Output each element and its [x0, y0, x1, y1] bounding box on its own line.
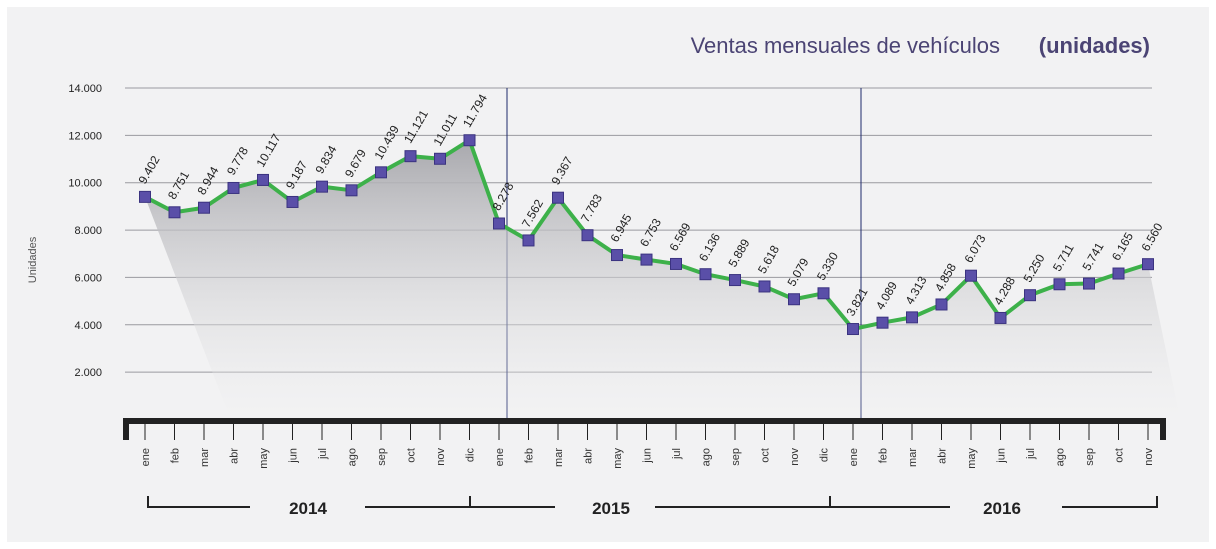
x-tick-label: abr	[583, 448, 595, 464]
x-tick-label: sep	[376, 448, 388, 466]
x-tick-label: jun	[642, 448, 654, 464]
marker	[670, 257, 682, 270]
x-tick-label: nov	[435, 448, 447, 466]
y-tick-label: 6.000	[74, 272, 102, 284]
marker	[345, 184, 358, 197]
x-tick-label: ago	[347, 448, 359, 466]
marker	[139, 190, 151, 203]
x-tick-label: ene	[140, 448, 152, 466]
x-tick-label: abr	[937, 448, 949, 464]
x-axis	[123, 418, 1166, 424]
x-tick-label: feb	[524, 448, 536, 463]
x-tick-label: ene	[848, 448, 860, 466]
marker	[522, 234, 535, 247]
marker	[404, 150, 417, 163]
x-tick-label: may	[258, 448, 270, 469]
marker	[316, 180, 328, 193]
marker	[876, 316, 889, 329]
marker	[198, 201, 210, 214]
x-tick-label: jul	[317, 448, 329, 460]
x-tick-label: nov	[1143, 448, 1155, 466]
x-tick-label: nov	[789, 448, 801, 466]
y-tick-label: 8.000	[74, 225, 102, 237]
marker	[286, 195, 299, 208]
marker	[493, 217, 505, 230]
y-tick-label: 14.000	[68, 83, 102, 95]
x-tick-label: oct	[1114, 448, 1126, 463]
marker	[257, 173, 269, 186]
year-label: 2015	[592, 499, 630, 518]
year-brackets	[147, 496, 1158, 508]
x-tick-label: oct	[760, 448, 772, 463]
area-shadow	[145, 140, 1180, 418]
chart-title-unit: (unidades)	[1039, 33, 1150, 58]
marker	[1053, 278, 1066, 291]
marker	[552, 191, 564, 204]
marker	[227, 181, 240, 194]
axis-cap	[1160, 418, 1166, 440]
y-tick-label: 10.000	[68, 178, 102, 190]
x-tick-label: feb	[170, 448, 182, 463]
marker	[729, 274, 741, 287]
marker	[168, 206, 181, 219]
chart-title: Ventas mensuales de vehículos	[691, 33, 1000, 58]
marker	[1112, 267, 1125, 280]
marker	[758, 280, 771, 293]
marker	[1142, 258, 1154, 271]
x-tick-label: dic	[819, 448, 831, 463]
x-tick-label: ago	[1055, 448, 1067, 466]
x-tick-label: oct	[406, 448, 418, 463]
marker	[1024, 289, 1036, 302]
x-tick-label: jun	[996, 448, 1008, 464]
x-tick-label: dic	[465, 448, 477, 463]
marker	[994, 311, 1007, 324]
y-tick-label: 2.000	[74, 367, 102, 379]
x-tick-label: abr	[229, 448, 241, 464]
x-tick-label: ago	[701, 448, 713, 466]
y-tick-label: 12.000	[68, 130, 102, 142]
x-tick-label: may	[612, 448, 624, 469]
x-tick-label: mar	[553, 448, 565, 467]
x-tick-label: mar	[199, 448, 211, 467]
x-tick-label: mar	[907, 448, 919, 467]
marker	[611, 249, 623, 262]
marker	[375, 166, 387, 179]
x-tick-label: may	[966, 448, 978, 469]
marker	[581, 229, 594, 242]
x-tick-label: jul	[671, 448, 683, 460]
marker	[906, 311, 918, 324]
marker	[847, 323, 859, 336]
x-tick-label: feb	[878, 448, 890, 463]
year-label: 2016	[983, 499, 1021, 518]
axis-cap	[123, 418, 129, 440]
marker	[1083, 277, 1095, 290]
marker	[434, 152, 446, 165]
marker	[699, 268, 712, 281]
marker	[640, 253, 653, 266]
year-label: 2014	[289, 499, 327, 518]
marker	[935, 298, 948, 311]
marker	[463, 134, 476, 147]
y-axis-label: Unidades	[27, 236, 39, 283]
x-tick-label: jun	[288, 448, 300, 464]
y-tick-label: 4.000	[74, 320, 102, 332]
marker	[965, 269, 977, 282]
x-tick-label: ene	[494, 448, 506, 466]
x-tick-label: sep	[1084, 448, 1096, 466]
marker	[788, 293, 800, 306]
x-tick-label: sep	[730, 448, 742, 466]
marker	[817, 287, 830, 300]
x-tick-label: jul	[1025, 448, 1037, 460]
